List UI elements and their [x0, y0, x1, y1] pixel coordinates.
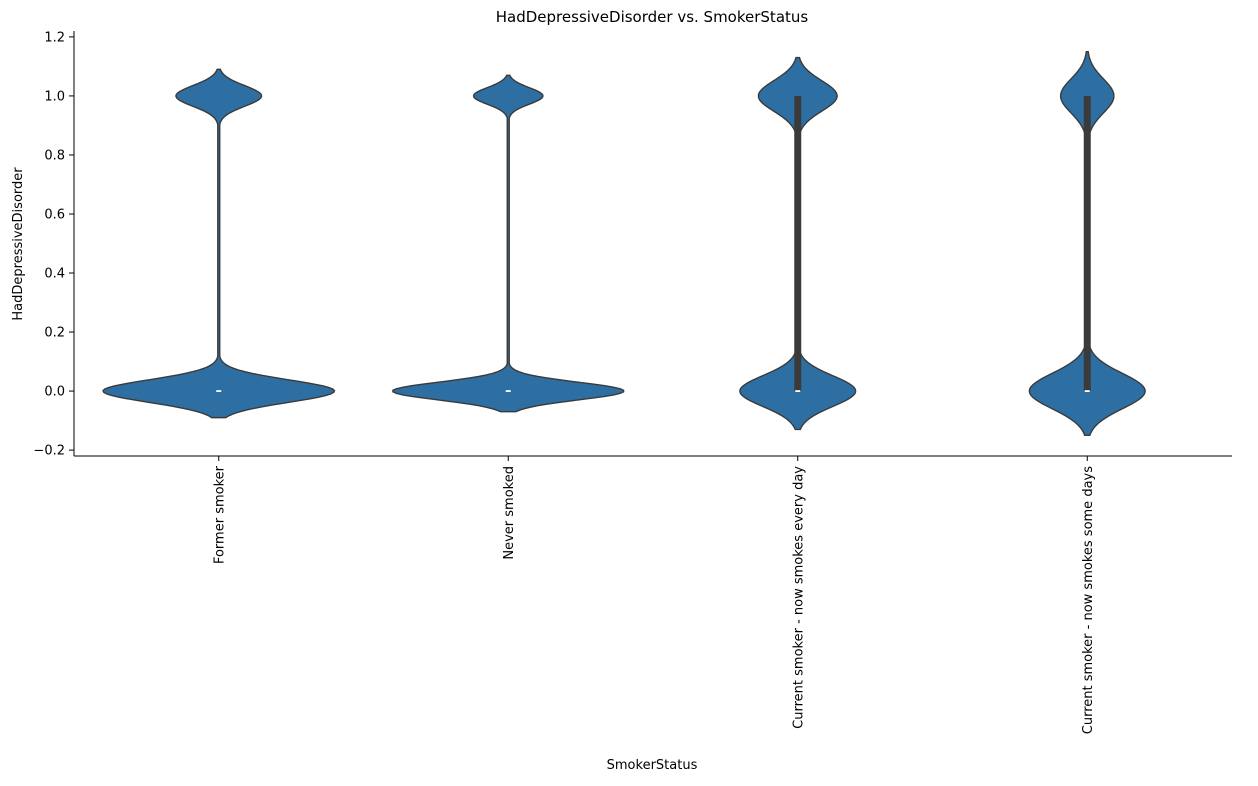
y-tick-layer: −0.2 0.0 0.2 0.4 0.6 0.8 1.0 1.2 [33, 30, 74, 459]
median-marker [1084, 390, 1090, 392]
y-tick-label: 1.0 [44, 89, 65, 104]
x-tick-label: Current smoker - now smokes every day [791, 466, 806, 729]
x-tick-layer: Former smoker Never smoked Current smoker … [212, 456, 1096, 734]
chart-title: HadDepressiveDisorder vs. SmokerStatus [496, 8, 809, 26]
x-tick-label: Former smoker [212, 465, 227, 564]
median-marker [505, 390, 511, 392]
box-layer [216, 95, 1091, 392]
iqr-box [1083, 95, 1091, 392]
median-marker [795, 390, 801, 392]
y-tick-label: 0.6 [44, 207, 65, 222]
y-tick-label: 0.0 [44, 385, 65, 400]
y-tick-label: 0.8 [44, 148, 65, 163]
median-marker [216, 390, 222, 392]
y-tick-label: −0.2 [33, 444, 65, 459]
violin-1 [102, 68, 336, 419]
y-axis-label: HadDepressiveDisorder [11, 167, 26, 321]
violin-2 [392, 74, 625, 413]
x-tick-label: Current smoker - now smokes some days [1081, 466, 1096, 734]
y-tick-label: 1.2 [44, 30, 65, 45]
y-tick-label: 0.2 [44, 326, 65, 341]
y-tick-label: 0.4 [44, 267, 65, 282]
x-tick-label: Never smoked [502, 466, 517, 560]
iqr-box [794, 95, 802, 392]
x-axis-label: SmokerStatus [607, 758, 698, 773]
violin-layer [102, 50, 1146, 437]
